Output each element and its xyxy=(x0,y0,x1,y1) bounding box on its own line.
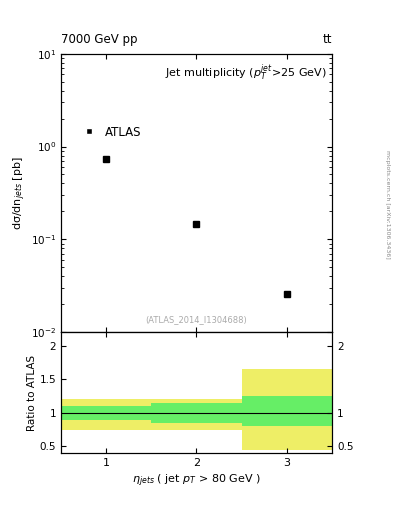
Text: (ATLAS_2014_I1304688): (ATLAS_2014_I1304688) xyxy=(146,315,247,324)
Text: 7000 GeV pp: 7000 GeV pp xyxy=(61,33,138,46)
Y-axis label: dσ/dn$_{jets}$ [pb]: dσ/dn$_{jets}$ [pb] xyxy=(11,156,28,230)
Legend: ATLAS: ATLAS xyxy=(72,121,147,143)
Text: tt: tt xyxy=(323,33,332,46)
X-axis label: $\eta_{jets}$ ( jet $p_T$ > 80 GeV ): $\eta_{jets}$ ( jet $p_T$ > 80 GeV ) xyxy=(132,472,261,488)
Text: Jet multiplicity ($p_T^{jet}$>25 GeV): Jet multiplicity ($p_T^{jet}$>25 GeV) xyxy=(165,62,327,83)
Y-axis label: Ratio to ATLAS: Ratio to ATLAS xyxy=(27,354,37,431)
Text: mcplots.cern.ch [arXiv:1306.3436]: mcplots.cern.ch [arXiv:1306.3436] xyxy=(385,151,389,259)
